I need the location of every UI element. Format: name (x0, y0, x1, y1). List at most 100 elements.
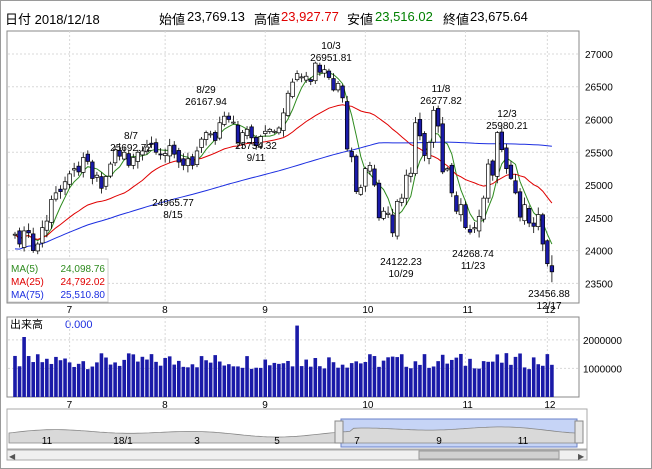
price-y-axis: 27000 26500 26000 25500 25000 24500 24000 23500 (585, 50, 613, 290)
annotation-value: 24122.23 (380, 257, 422, 268)
volume-bar (340, 364, 345, 397)
volume-bar (95, 362, 99, 397)
candle-body (317, 64, 322, 73)
legend-value: 24,098.76 (61, 264, 106, 275)
candle-body (44, 220, 49, 231)
volume-bar (76, 363, 81, 397)
annotation-value: 23456.88 (528, 289, 570, 300)
volume-bar (149, 354, 154, 397)
candle-body (440, 123, 445, 173)
volume-bar (445, 363, 450, 397)
navigator-left-handle[interactable] (334, 420, 344, 444)
candle-body (103, 176, 109, 187)
candle-body (49, 199, 54, 223)
volume-bar (154, 361, 158, 397)
navigator-x-tick: 11 (42, 436, 53, 447)
ma-legend: MA(5) 24,098.76 MA(25) 24,792.02 MA(75) 25,51… (7, 258, 109, 303)
open-value: 23,769.13 (187, 9, 245, 24)
volume-bar (35, 354, 40, 397)
candle-body (131, 157, 136, 166)
candle-body (217, 122, 222, 139)
candle-body (549, 265, 555, 273)
candle-body (71, 168, 77, 171)
price-y-tick: 26000 (585, 115, 613, 126)
annotation-value: 25692.72 (110, 143, 152, 154)
volume-bar (477, 368, 481, 397)
price-x-tick: 10 (362, 305, 374, 316)
volume-bar (345, 367, 349, 397)
navigator-scrollbar[interactable] (6, 449, 588, 461)
volume-bar (167, 356, 172, 397)
candle-body (476, 216, 482, 232)
candle-body (417, 119, 423, 137)
candle-body (326, 70, 332, 78)
volume-bar (304, 359, 308, 397)
volume-bar (504, 353, 509, 397)
volume-bar (13, 355, 17, 397)
candle-body (408, 172, 413, 177)
candle-body (463, 204, 468, 228)
volume-bar (295, 325, 299, 397)
volume-bar (245, 356, 249, 397)
candle-body (499, 131, 504, 150)
scroll-right-arrow[interactable]: ▶ (578, 452, 585, 461)
candle-body (90, 161, 95, 179)
volume-x-tick: 8 (162, 400, 168, 411)
volume-bar (531, 357, 536, 397)
candle-body (358, 187, 363, 195)
close-label: 終値 (443, 12, 470, 27)
candle-body (126, 153, 131, 166)
navigator-scroll-thumb[interactable] (418, 450, 560, 460)
volume-bar (208, 362, 213, 397)
candle-body (467, 229, 473, 233)
navigator-x-axis: 11 18/1 3 5 7 9 11 (42, 436, 529, 447)
volume-bar (272, 362, 277, 397)
volume-bar (213, 355, 217, 397)
candle-body (454, 195, 459, 212)
annotation-date: 10/29 (388, 269, 413, 280)
candlesticks (12, 61, 555, 283)
candle-body (194, 150, 200, 165)
volume-bar (390, 356, 395, 397)
volume-bar (263, 359, 268, 397)
candle-body (26, 230, 31, 234)
candle-body (349, 151, 354, 158)
volume-bar (195, 367, 199, 397)
volume-bar (145, 359, 149, 397)
volume-bar (409, 368, 413, 397)
annotation-date: 12/17 (536, 301, 561, 312)
candle-body (354, 155, 359, 192)
volume-bar (72, 366, 76, 397)
candle-body (258, 136, 263, 147)
candle-body (372, 168, 377, 186)
candle-body (536, 214, 541, 228)
candle-body (244, 128, 250, 136)
candle-body (208, 133, 213, 136)
candle-body (254, 137, 259, 147)
navigator-right-handle[interactable] (574, 420, 584, 444)
price-y-tick: 25000 (585, 181, 613, 192)
candle-body (395, 201, 400, 237)
candle-body (436, 108, 441, 127)
candle-body (272, 130, 277, 133)
candle-body (81, 157, 86, 173)
volume-bar (126, 353, 131, 397)
scroll-left-arrow[interactable]: ◀ (9, 452, 16, 461)
ma-line-25 (14, 104, 553, 240)
legend-box (7, 258, 109, 303)
volume-bar (26, 356, 31, 397)
volume-bar (227, 364, 231, 397)
volume-bar (117, 365, 122, 397)
candle-body (313, 62, 318, 82)
volume-bar (372, 356, 377, 397)
volume-title: 出来高 (10, 317, 43, 331)
candle-body (290, 81, 295, 97)
candle-body (31, 233, 36, 251)
volume-bar (468, 358, 472, 397)
volume-bar (472, 368, 477, 397)
volume-bar (363, 362, 368, 397)
price-x-tick: 8 (162, 305, 168, 316)
volume-bar (108, 364, 113, 397)
